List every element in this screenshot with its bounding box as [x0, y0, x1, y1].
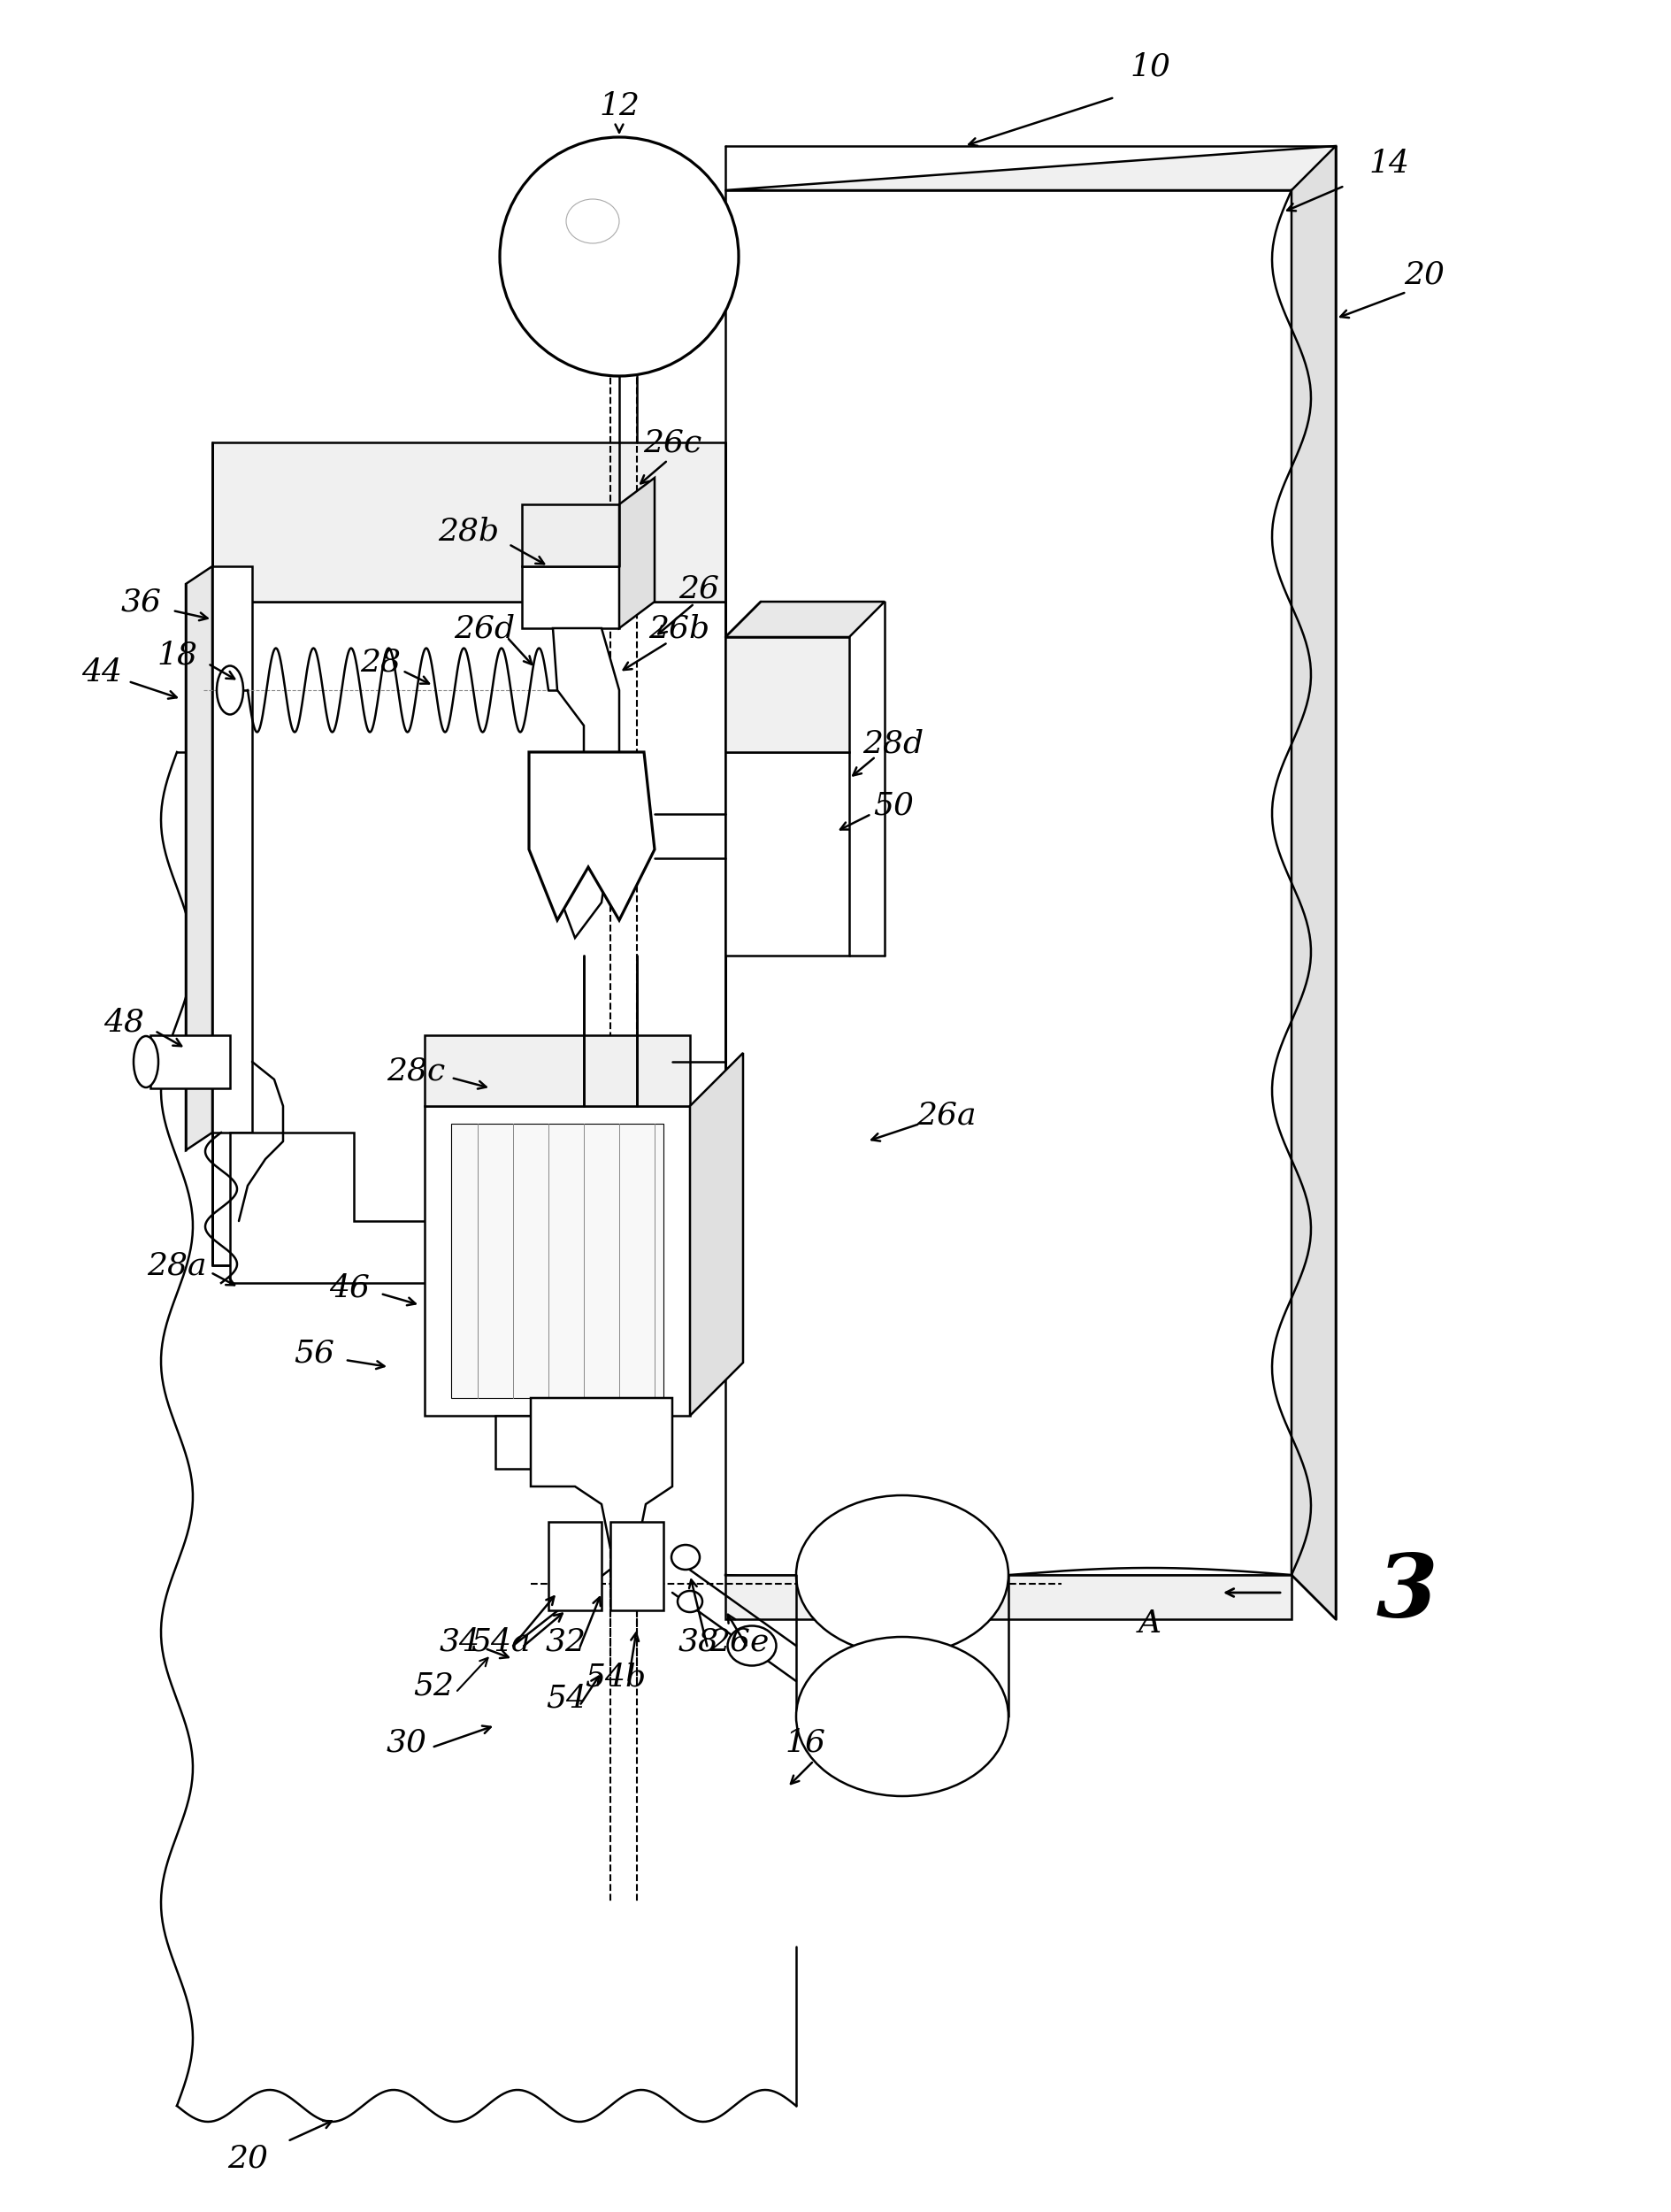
Text: 20: 20: [1404, 259, 1444, 290]
Polygon shape: [725, 146, 1335, 190]
Text: 14: 14: [1369, 148, 1409, 179]
Text: 20: 20: [227, 2143, 267, 2174]
Text: 12: 12: [598, 91, 640, 122]
Text: 28b: 28b: [438, 515, 500, 546]
Text: 38: 38: [678, 1626, 719, 1657]
Polygon shape: [725, 752, 849, 956]
Polygon shape: [618, 478, 655, 628]
Ellipse shape: [795, 1637, 1008, 1796]
Polygon shape: [451, 1124, 663, 1398]
Text: 18: 18: [157, 639, 197, 670]
Polygon shape: [521, 504, 618, 566]
Polygon shape: [424, 1035, 690, 1106]
Ellipse shape: [727, 1626, 775, 1666]
Polygon shape: [521, 566, 618, 628]
Ellipse shape: [795, 1495, 1008, 1655]
Ellipse shape: [672, 1544, 700, 1571]
Polygon shape: [212, 442, 725, 602]
Text: 30: 30: [386, 1728, 428, 1759]
Ellipse shape: [677, 1590, 702, 1613]
Text: 26: 26: [678, 573, 719, 604]
Text: 26c: 26c: [643, 427, 702, 458]
Text: 26b: 26b: [648, 613, 710, 644]
Ellipse shape: [217, 666, 244, 714]
Polygon shape: [610, 1522, 663, 1610]
Text: 48: 48: [104, 1006, 144, 1037]
Text: 28d: 28d: [862, 728, 924, 759]
Text: 36: 36: [120, 586, 162, 617]
Text: 26d: 26d: [455, 613, 515, 644]
Text: 26a: 26a: [916, 1099, 976, 1130]
Text: 52: 52: [413, 1670, 453, 1701]
Text: 46: 46: [329, 1272, 369, 1303]
Polygon shape: [690, 1053, 742, 1416]
Polygon shape: [150, 1035, 231, 1088]
Text: 3: 3: [1375, 1551, 1437, 1635]
Polygon shape: [212, 602, 725, 1265]
Polygon shape: [548, 1522, 602, 1610]
Text: 34: 34: [439, 1626, 480, 1657]
Polygon shape: [553, 628, 618, 814]
Text: 32: 32: [545, 1626, 587, 1657]
Text: 10: 10: [1130, 51, 1170, 82]
Polygon shape: [725, 190, 1290, 1575]
Text: 26e: 26e: [710, 1626, 769, 1657]
Polygon shape: [528, 752, 655, 920]
Text: 54a: 54a: [471, 1626, 530, 1657]
Text: 16: 16: [784, 1728, 825, 1759]
Polygon shape: [231, 1133, 618, 1283]
Text: 28c: 28c: [386, 1055, 444, 1086]
Polygon shape: [530, 1398, 672, 1548]
Polygon shape: [1290, 146, 1335, 1619]
Polygon shape: [185, 566, 212, 1150]
Polygon shape: [725, 1575, 1290, 1619]
Text: 54: 54: [545, 1683, 587, 1714]
Text: A: A: [1138, 1608, 1161, 1639]
Text: 28: 28: [359, 646, 401, 677]
Polygon shape: [212, 566, 252, 1133]
Circle shape: [500, 137, 739, 376]
Text: 44: 44: [82, 657, 122, 688]
Polygon shape: [725, 637, 849, 752]
Text: 56: 56: [294, 1338, 334, 1369]
Polygon shape: [725, 602, 884, 637]
Ellipse shape: [134, 1035, 159, 1088]
Text: 50: 50: [872, 790, 914, 821]
Polygon shape: [424, 1106, 690, 1416]
Polygon shape: [495, 1416, 530, 1469]
Polygon shape: [543, 770, 610, 938]
Text: 28a: 28a: [147, 1250, 207, 1281]
Text: 54b: 54b: [585, 1661, 647, 1692]
